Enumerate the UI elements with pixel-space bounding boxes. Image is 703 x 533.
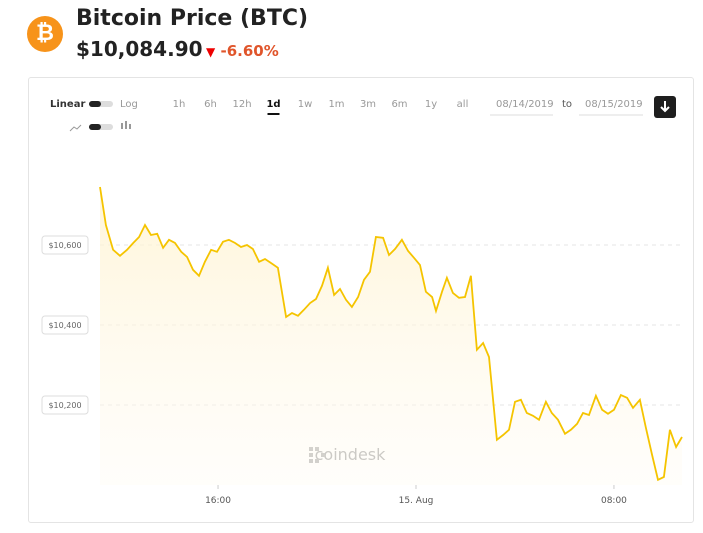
symbol: (BTC) — [240, 6, 309, 31]
card — [28, 77, 694, 523]
toggle-knob — [89, 101, 101, 107]
title: Bitcoin Price (BTC) — [76, 6, 308, 31]
download-icon — [660, 101, 670, 113]
date-from[interactable]: 08/14/2019 — [496, 99, 554, 110]
range-option[interactable]: 6m — [391, 99, 407, 110]
y-label-box — [41, 235, 89, 255]
range-option[interactable]: 3m — [360, 99, 376, 110]
change-text: -6.60% — [220, 42, 279, 60]
price: $10,084.90 — [76, 37, 203, 61]
range-option[interactable]: 1y — [425, 99, 437, 110]
range-option[interactable]: 1d — [266, 99, 280, 110]
date-to-label: to — [562, 99, 572, 110]
y-label-box — [41, 315, 89, 335]
range-option[interactable]: 1h — [173, 99, 186, 110]
controls: Linear Log 1h 6h 12h 1d 1w 1m 3m 6m 1y all 08/14/201… — [50, 96, 676, 132]
btc-icon: ₿ — [27, 16, 63, 52]
candle-icon — [121, 121, 131, 129]
range-option[interactable]: 1m — [328, 99, 344, 110]
area — [100, 187, 682, 485]
line-icon — [69, 124, 82, 132]
y-tick-label: $10,200 — [48, 401, 81, 410]
change: ▼ -6.60% — [206, 42, 279, 60]
range-option[interactable]: 12h — [232, 99, 251, 110]
range-option[interactable]: 6h — [204, 99, 217, 110]
x-tick-label: 15. Aug — [399, 496, 434, 506]
range-option[interactable]: 1w — [298, 99, 313, 110]
down-arrow: ▼ — [206, 45, 216, 59]
y-tick-label: $10,600 — [48, 241, 81, 250]
range-underline — [267, 113, 280, 115]
y-tick-label: $10,400 — [48, 321, 81, 330]
y-label-box — [41, 395, 89, 415]
x-tick-label: 16:00 — [205, 496, 231, 506]
x-tick-label: 08:00 — [601, 496, 627, 506]
price-line — [99, 186, 683, 482]
scale-option[interactable]: Linear — [50, 99, 85, 110]
scale-option[interactable]: Log — [120, 99, 138, 110]
range-option[interactable]: all — [457, 99, 469, 110]
title-text: Bitcoin Price — [76, 6, 233, 31]
toggle-knob — [89, 124, 101, 130]
date-to[interactable]: 08/15/2019 — [585, 99, 643, 110]
